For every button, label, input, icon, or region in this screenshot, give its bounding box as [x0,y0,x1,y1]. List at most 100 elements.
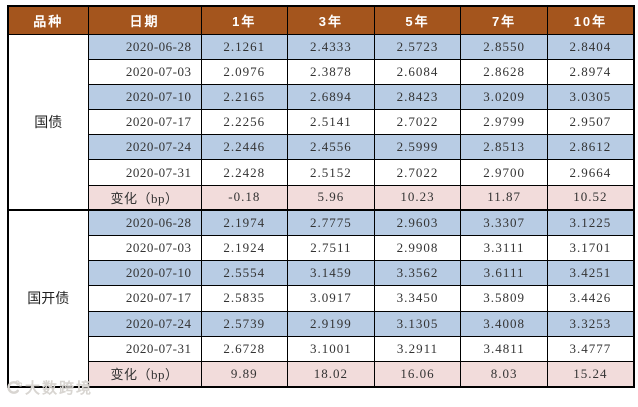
change-value-cell: 10.23 [373,184,462,211]
value-cell: 2.5739 [200,310,289,337]
value-cell: 2.9799 [460,109,548,136]
date-cell: 2020-07-03 [87,234,202,262]
table-row: 2020-07-03 2.0976 2.3878 2.6084 2.8628 2… [8,58,635,85]
change-label-cell: 变化（bp） [87,360,202,388]
col-header-variety: 品种 [7,5,89,35]
change-value-cell: -0.18 [200,184,289,211]
value-cell: 3.5809 [460,285,548,312]
date-cell: 2020-07-10 [87,83,202,111]
value-cell: 3.1225 [546,209,635,237]
variety-cell-guokaizhai: 国开债 [7,209,89,388]
value-cell: 2.6728 [200,335,289,362]
value-cell: 2.5152 [287,159,375,186]
value-cell: 3.4811 [460,335,548,362]
date-cell: 2020-07-17 [87,109,202,136]
value-cell: 3.4008 [460,310,548,337]
value-cell: 2.8550 [460,33,548,60]
value-cell: 2.8628 [460,58,548,85]
value-cell: 3.3562 [373,260,462,287]
table-row: 2020-07-24 2.5739 2.9199 3.1305 3.4008 3… [8,310,635,337]
value-cell: 2.1924 [200,234,289,262]
watermark-text: 大数跨境 [25,380,94,397]
change-value-cell: 8.03 [460,360,548,388]
value-cell: 3.3307 [460,209,548,237]
change-value-cell: 16.06 [373,360,462,388]
change-value-cell: 9.89 [200,360,289,388]
value-cell: 3.4777 [546,335,635,362]
value-cell: 3.4426 [546,285,635,312]
date-cell: 2020-07-03 [87,58,202,85]
change-row: 变化（bp） 9.89 18.02 16.06 8.03 15.24 [8,360,635,388]
value-cell: 2.9908 [373,234,462,262]
watermark-logo-icon [5,379,22,396]
value-cell: 2.6084 [373,58,462,85]
value-cell: 2.4556 [287,134,375,161]
date-cell: 2020-07-17 [87,285,202,312]
value-cell: 2.4333 [287,33,375,60]
value-cell: 3.1305 [373,310,462,337]
value-cell: 2.2256 [200,109,289,136]
col-header-5y: 5年 [373,5,462,35]
date-cell: 2020-07-31 [87,335,202,362]
table-row: 2020-07-10 2.2165 2.6894 2.8423 3.0209 3… [8,83,635,111]
col-header-7y: 7年 [460,5,548,35]
value-cell: 2.5141 [287,109,375,136]
table-row: 2020-07-10 2.5554 3.1459 3.3562 3.6111 3… [8,260,635,287]
value-cell: 2.7022 [373,109,462,136]
value-cell: 3.1701 [546,234,635,262]
value-cell: 3.1459 [287,260,375,287]
col-header-3y: 3年 [287,5,375,35]
value-cell: 3.0917 [287,285,375,312]
watermark: 大数跨境 [5,377,93,398]
table-row: 2020-07-17 2.5835 3.0917 3.3450 3.5809 3… [8,285,635,312]
change-label-cell: 变化（bp） [87,184,202,211]
date-cell: 2020-06-28 [87,33,202,60]
date-cell: 2020-06-28 [87,209,202,237]
table-row: 2020-07-17 2.2256 2.5141 2.7022 2.9799 2… [8,109,635,136]
table-row: 2020-07-31 2.6728 3.1001 3.2911 3.4811 3… [8,335,635,362]
date-cell: 2020-07-31 [87,159,202,186]
value-cell: 3.3111 [460,234,548,262]
value-cell: 2.7022 [373,159,462,186]
change-value-cell: 10.52 [546,184,635,211]
value-cell: 3.4251 [546,260,635,287]
value-cell: 2.8404 [546,33,635,60]
value-cell: 2.5554 [200,260,289,287]
value-cell: 2.2428 [200,159,289,186]
value-cell: 2.0976 [200,58,289,85]
change-value-cell: 18.02 [287,360,375,388]
value-cell: 3.0305 [546,83,635,111]
col-header-1y: 1年 [200,5,289,35]
value-cell: 2.8423 [373,83,462,111]
value-cell: 2.9507 [546,109,635,136]
variety-cell-guozhai: 国债 [7,33,89,211]
value-cell: 2.1974 [200,209,289,237]
value-cell: 3.0209 [460,83,548,111]
value-cell: 3.3253 [546,310,635,337]
value-cell: 2.5999 [373,134,462,161]
table-row: 国开债 2020-06-28 2.1974 2.7775 2.9603 3.33… [7,209,635,388]
value-cell: 2.5723 [373,33,462,60]
value-cell: 2.9603 [373,209,462,237]
value-cell: 2.9700 [460,159,548,186]
value-cell: 2.2446 [200,134,289,161]
change-value-cell: 5.96 [287,184,375,211]
value-cell: 2.2165 [200,83,289,111]
table-row: 2020-07-03 2.1924 2.7511 2.9908 3.3111 3… [8,234,635,262]
value-cell: 2.8612 [546,134,635,161]
value-cell: 2.8974 [546,58,635,85]
col-header-10y: 10年 [546,5,635,35]
value-cell: 3.2911 [373,335,462,362]
header-row: 品种 日期 1年 3年 5年 7年 10年 [7,5,635,35]
value-cell: 2.5835 [200,285,289,312]
bond-yield-table: 品种 日期 1年 3年 5年 7年 10年 国债 2020-06-28 2.12… [7,5,635,388]
bond-yield-table-container: 品种 日期 1年 3年 5年 7年 10年 国债 2020-06-28 2.12… [7,5,635,388]
date-cell: 2020-07-24 [87,310,202,337]
value-cell: 2.9199 [287,310,375,337]
value-cell: 3.1001 [287,335,375,362]
change-value-cell: 11.87 [460,184,548,211]
col-header-date: 日期 [87,5,202,35]
value-cell: 3.6111 [460,260,548,287]
value-cell: 2.8513 [460,134,548,161]
date-cell: 2020-07-24 [87,134,202,161]
